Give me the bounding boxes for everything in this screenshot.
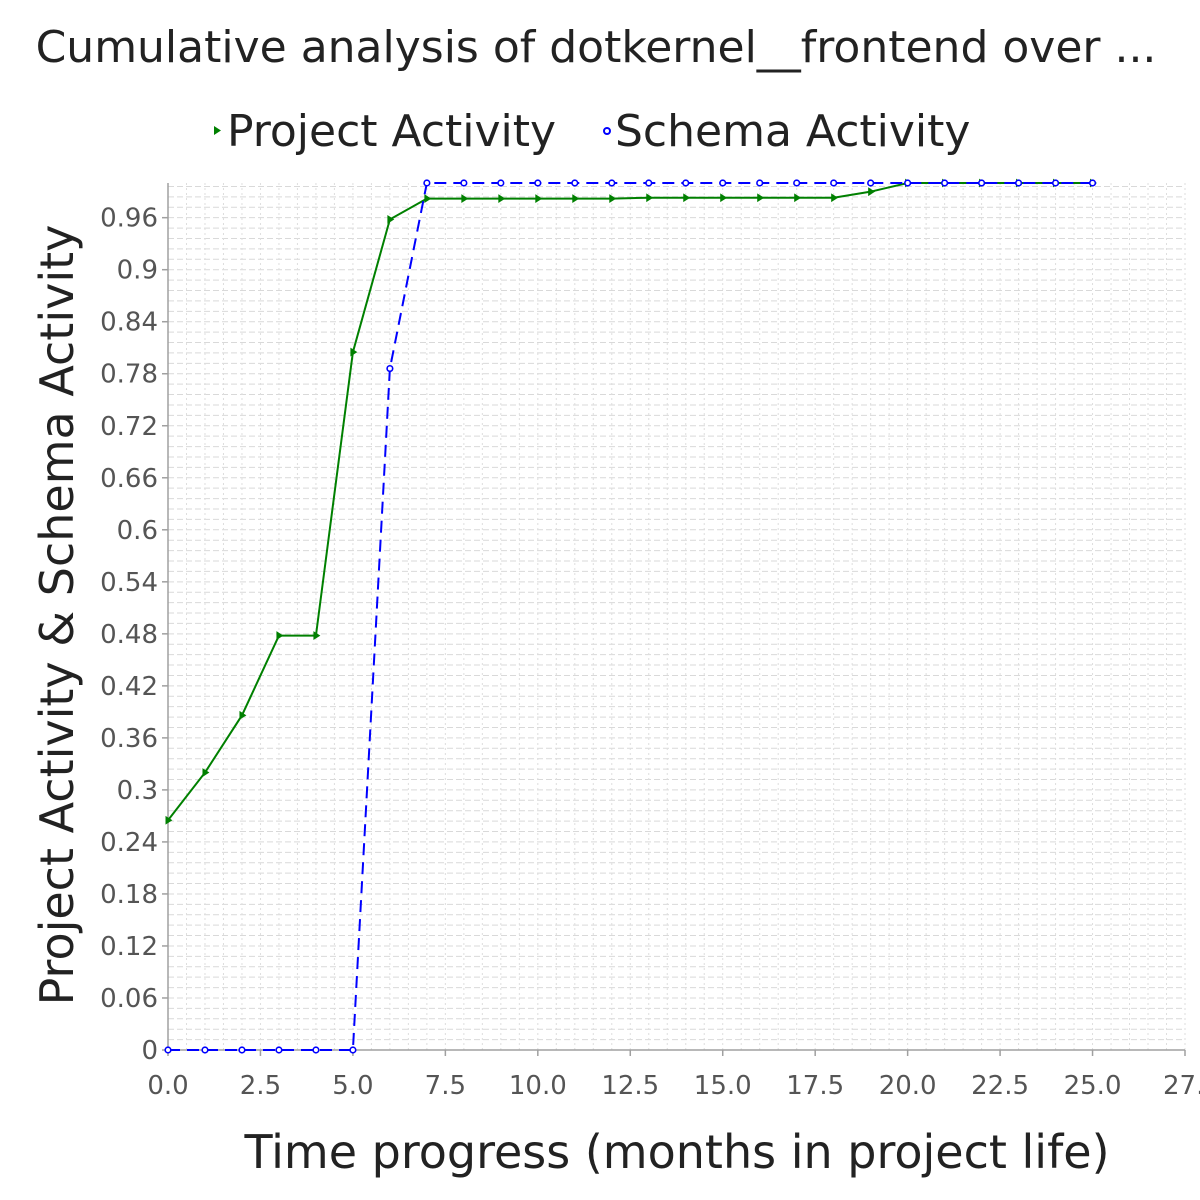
y-tick-label: 0.3 bbox=[117, 776, 158, 806]
data-point-schema-activity bbox=[645, 179, 653, 187]
data-point-schema-activity bbox=[164, 1046, 172, 1054]
data-point-schema-activity bbox=[830, 179, 838, 187]
data-point-project-activity bbox=[498, 194, 506, 204]
grid bbox=[168, 183, 1186, 1050]
y-tick-label: 0.42 bbox=[100, 672, 158, 702]
data-point-schema-activity bbox=[497, 179, 505, 187]
y-tick-label: 0.18 bbox=[100, 880, 158, 910]
legend-item-project-activity: Project Activity bbox=[214, 106, 556, 157]
legend-item-schema-activity: Schema Activity bbox=[603, 106, 970, 157]
axes bbox=[167, 183, 1185, 1051]
data-point-project-activity bbox=[387, 215, 395, 224]
x-tick-label: 2.5 bbox=[240, 1071, 281, 1101]
y-tick-label: 0 bbox=[141, 1036, 158, 1066]
x-tick-label: 27. bbox=[1163, 1071, 1200, 1101]
x-tick-label: 17.5 bbox=[786, 1071, 844, 1101]
data-point-schema-activity bbox=[1051, 179, 1060, 187]
x-axis-ticks: 0.0 2.5 5.0 7.5 10.0 12.5 15.0 17.5 20.0 22.5 25.0… bbox=[147, 1050, 1200, 1101]
data-point-schema-activity bbox=[793, 179, 801, 187]
data-point-schema-activity bbox=[977, 179, 986, 187]
x-tick-label: 5.0 bbox=[332, 1071, 373, 1101]
legend-marker-schema-activity bbox=[603, 127, 611, 135]
y-tick-label: 0.24 bbox=[100, 828, 158, 858]
y-tick-label: 0.96 bbox=[100, 204, 158, 234]
data-point-project-activity bbox=[646, 193, 654, 203]
y-tick-label: 0.48 bbox=[100, 620, 158, 650]
data-point-project-activity bbox=[350, 347, 358, 357]
data-point-schema-activity bbox=[719, 179, 727, 187]
series-line-schema-activity bbox=[168, 182, 1093, 1051]
data-point-schema-activity bbox=[201, 1046, 209, 1054]
y-tick-label: 0.9 bbox=[117, 256, 158, 286]
y-axis-label: Project Activity & Schema Activity bbox=[30, 225, 84, 1006]
legend-marker-project-activity bbox=[214, 126, 221, 135]
x-tick-label: 25.0 bbox=[1064, 1071, 1122, 1101]
data-point-project-activity bbox=[868, 187, 876, 197]
x-tick-label: 12.5 bbox=[601, 1071, 659, 1101]
data-point-schema-activity bbox=[756, 179, 764, 187]
data-point-project-activity bbox=[202, 768, 210, 777]
data-point-schema-activity bbox=[423, 179, 431, 187]
x-tick-label: 22.5 bbox=[971, 1071, 1029, 1101]
data-point-project-activity bbox=[165, 815, 173, 825]
data-point-project-activity bbox=[461, 194, 469, 204]
x-tick-label: 0.0 bbox=[147, 1071, 188, 1101]
data-point-schema-activity bbox=[238, 1046, 246, 1054]
y-tick-label: 0.84 bbox=[100, 308, 158, 338]
chart-title: Cumulative analysis of dotkernel__fronte… bbox=[36, 22, 1157, 73]
data-point-schema-activity bbox=[349, 1046, 357, 1054]
y-tick-label: 0.72 bbox=[100, 412, 158, 442]
legend-label-project-activity: Project Activity bbox=[227, 106, 556, 157]
data-point-schema-activity bbox=[312, 1046, 320, 1054]
data-point-schema-activity bbox=[904, 179, 912, 187]
x-tick-label: 10.0 bbox=[509, 1071, 567, 1101]
data-point-project-activity bbox=[535, 194, 543, 204]
data-point-project-activity bbox=[572, 194, 580, 204]
series-layer bbox=[164, 178, 1097, 1054]
y-tick-label: 0.12 bbox=[100, 932, 158, 962]
x-tick-label: 15.0 bbox=[694, 1071, 752, 1101]
data-point-schema-activity bbox=[571, 179, 579, 187]
data-point-project-activity bbox=[313, 631, 321, 640]
data-point-project-activity bbox=[609, 194, 617, 204]
data-point-schema-activity bbox=[534, 179, 542, 187]
data-point-project-activity bbox=[683, 193, 691, 203]
data-point-project-activity bbox=[239, 710, 247, 720]
data-point-project-activity bbox=[720, 193, 728, 203]
data-point-schema-activity bbox=[867, 179, 875, 187]
y-axis-ticks: 0 0.06 0.12 0.18 0.24 0.3 0.36 0.42 0.48 0.54 0.6 0… bbox=[100, 204, 168, 1066]
y-tick-label: 0.66 bbox=[100, 464, 158, 494]
data-point-project-activity bbox=[831, 193, 839, 203]
x-tick-label: 7.5 bbox=[425, 1071, 466, 1101]
data-point-schema-activity bbox=[1014, 179, 1023, 187]
data-point-schema-activity bbox=[460, 179, 468, 187]
data-point-schema-activity bbox=[1088, 179, 1097, 187]
y-tick-label: 0.78 bbox=[100, 360, 158, 390]
data-point-schema-activity bbox=[682, 179, 690, 187]
legend: Project Activity Schema Activity bbox=[214, 106, 970, 157]
data-point-schema-activity bbox=[386, 364, 394, 373]
y-tick-label: 0.36 bbox=[100, 724, 158, 754]
y-tick-label: 0.06 bbox=[100, 984, 158, 1014]
data-point-project-activity bbox=[794, 193, 802, 203]
data-point-project-activity bbox=[757, 193, 765, 203]
x-tick-label: 20.0 bbox=[879, 1071, 937, 1101]
data-point-project-activity bbox=[424, 194, 432, 204]
data-point-project-activity bbox=[276, 631, 284, 640]
x-axis-label: Time progress (months in project life) bbox=[243, 1125, 1109, 1179]
y-tick-label: 0.54 bbox=[100, 568, 158, 598]
data-point-schema-activity bbox=[275, 1046, 283, 1054]
data-point-schema-activity bbox=[608, 179, 616, 187]
y-tick-label: 0.6 bbox=[117, 516, 158, 546]
legend-label-schema-activity: Schema Activity bbox=[615, 106, 970, 157]
data-point-schema-activity bbox=[941, 179, 949, 187]
